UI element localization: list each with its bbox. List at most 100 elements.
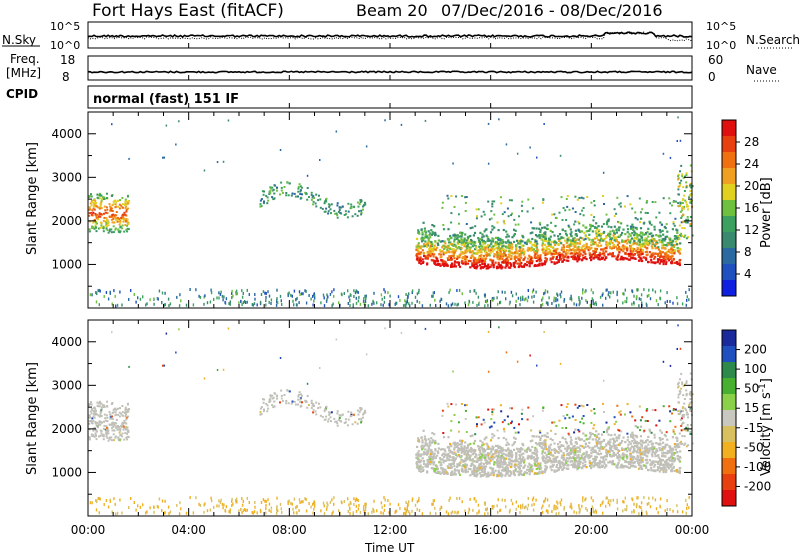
velocity-echo-cell <box>504 474 507 477</box>
power-near-range-cell <box>388 303 390 307</box>
power-echo-cell <box>685 186 688 189</box>
velocity-echo-cell <box>499 450 502 453</box>
power-echo-cell <box>111 210 114 212</box>
velocity-echo-cell <box>658 470 661 473</box>
power-colorbar-segment <box>722 120 736 137</box>
velocity-echo-cell <box>433 452 436 455</box>
velocity-echo-cell <box>479 446 482 449</box>
velocity-echo-cell <box>530 454 533 457</box>
velocity-echo-cell <box>102 427 105 430</box>
power-echo-cell <box>608 234 611 237</box>
power-echo-cell <box>647 244 650 247</box>
velocity-echo-cell <box>113 408 116 410</box>
velocity-echo-cell <box>650 448 654 451</box>
power-near-range-cell <box>405 300 407 304</box>
power-echo-cell <box>578 222 581 225</box>
power-echo-cell <box>669 240 672 243</box>
velocity-echo-cell <box>648 428 651 431</box>
power-echo-cell <box>684 234 687 237</box>
power-echo-cell <box>648 240 651 243</box>
power-echo-cell <box>551 256 554 259</box>
power-echo-cell <box>547 237 551 240</box>
power-echo-cell <box>280 189 283 192</box>
power-echo-cell <box>93 203 96 206</box>
power-echo-cell <box>562 250 565 253</box>
power-echo-cell <box>577 257 581 260</box>
power-near-range-cell <box>509 300 511 304</box>
velocity-echo-cell <box>417 459 420 463</box>
velocity-echo-cell <box>458 464 461 467</box>
power-echo-cell <box>106 229 109 231</box>
power-echo-cell <box>597 258 600 261</box>
power-echo-cell <box>441 263 444 266</box>
power-echo-cell <box>299 190 302 193</box>
power-echo-cell <box>638 259 641 262</box>
power-echo-cell <box>464 255 467 258</box>
power-stray-cell <box>487 122 490 125</box>
power-near-range-cell <box>383 288 385 292</box>
power-echo-cell <box>499 242 502 245</box>
velocity-echo-cell <box>639 461 642 464</box>
power-stray-cell <box>319 159 321 161</box>
velocity-echo-cell <box>502 436 505 440</box>
power-echo-cell <box>617 253 620 256</box>
velocity-echo-cell <box>472 464 475 467</box>
velocity-echo-cell <box>568 433 571 437</box>
power-echo-cell <box>124 207 127 210</box>
power-echo-cell <box>594 242 597 246</box>
power-echo-cell <box>630 227 633 230</box>
velocity-echo-cell <box>604 454 607 458</box>
power-echo-cell <box>652 239 655 242</box>
power-echo-cell <box>458 235 461 238</box>
power-echo-cell <box>630 253 633 256</box>
power-echo-cell <box>581 209 584 212</box>
power-echo-cell <box>469 256 472 259</box>
power-near-range-cell <box>544 291 546 295</box>
power-echo-cell <box>568 208 571 211</box>
power-echo-cell <box>431 258 434 262</box>
power-echo-cell <box>472 256 475 259</box>
power-near-range-cell <box>146 302 148 306</box>
power-echo-cell <box>536 250 539 253</box>
velocity-echo-cell <box>563 466 566 469</box>
power-echo-cell <box>268 190 271 193</box>
velocity-echo-cell <box>126 408 129 411</box>
velocity-echo-cell <box>364 411 367 414</box>
power-echo-cell <box>464 263 467 266</box>
power-echo-cell <box>450 195 453 198</box>
power-echo-cell <box>607 232 610 235</box>
power-echo-cell <box>589 223 592 226</box>
velocity-echo-cell <box>300 394 303 397</box>
power-echo-cell <box>560 248 563 251</box>
velocity-echo-cell <box>673 452 676 455</box>
power-colorbar-segment <box>722 248 736 265</box>
power-echo-cell <box>416 244 419 247</box>
power-echo-cell <box>536 256 539 259</box>
power-echo-cell <box>88 208 91 211</box>
power-echo-cell <box>500 265 503 268</box>
power-near-range-cell <box>292 299 294 303</box>
power-echo-cell <box>631 232 634 235</box>
velocity-echo-cell <box>545 456 548 459</box>
power-echo-cell <box>682 176 685 179</box>
power-echo-cell <box>125 228 128 231</box>
power-echo-cell <box>679 210 682 213</box>
velocity-echo-cell <box>450 466 453 469</box>
power-echo-cell <box>584 255 587 258</box>
power-echo-cell <box>665 250 669 254</box>
power-near-range-cell <box>254 293 256 296</box>
velocity-echo-cell <box>434 456 437 459</box>
velocity-echo-cell <box>520 459 523 463</box>
power-echo-cell <box>463 258 466 261</box>
power-echo-cell <box>685 174 688 176</box>
power-echo-cell <box>510 264 513 267</box>
velocity-echo-cell <box>447 452 450 455</box>
power-near-range-cell <box>355 301 358 305</box>
velocity-echo-cell <box>549 451 552 454</box>
power-echo-cell <box>95 201 97 204</box>
power-echo-cell <box>670 247 673 250</box>
velocity-echo-cell <box>487 457 490 460</box>
power-echo-cell <box>457 261 460 264</box>
power-echo-cell <box>613 231 616 234</box>
velocity-echo-cell <box>272 396 275 399</box>
